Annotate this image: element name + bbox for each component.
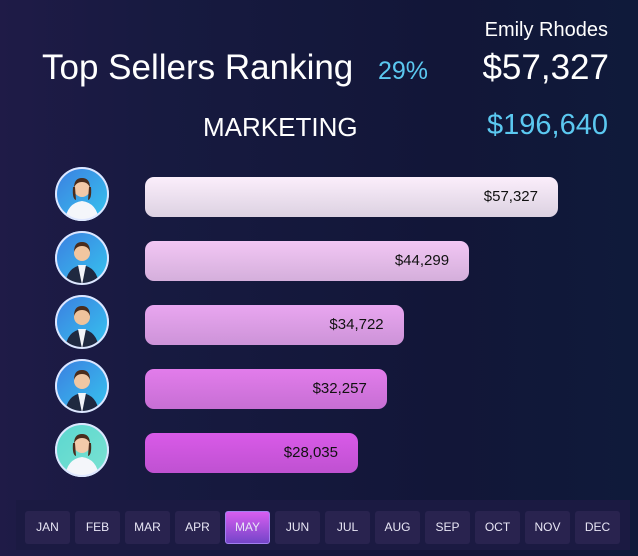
bar: $44,299 (145, 241, 470, 281)
bar: $34,722 (145, 305, 404, 345)
month-selector: JAN FEB MAR APR MAY JUN JUL AUG SEP OCT NOV DEC (16, 500, 630, 550)
month-button-jun[interactable]: JUN (275, 511, 320, 544)
month-button-nov[interactable]: NOV (525, 511, 570, 544)
page-title: Top Sellers Ranking (42, 48, 354, 87)
month-button-apr[interactable]: APR (175, 511, 220, 544)
month-button-oct[interactable]: OCT (475, 511, 520, 544)
month-button-feb[interactable]: FEB (75, 511, 120, 544)
share-percent: 29% (378, 57, 429, 85)
bar: $32,257 (145, 369, 387, 409)
month-button-dec[interactable]: DEC (575, 511, 620, 544)
avatar-woman-hand-on-hip-icon (55, 167, 109, 221)
top-seller-name: Emily Rhodes (484, 19, 608, 41)
bar: $28,035 (145, 433, 358, 473)
bar-value-label: $32,257 (312, 380, 367, 397)
department-label: MARKETING (203, 112, 358, 142)
bar-value-label: $34,722 (329, 316, 384, 333)
bar-value-label: $44,299 (394, 252, 450, 269)
bar-value-label: $57,327 (483, 188, 538, 205)
month-button-jan[interactable]: JAN (25, 511, 70, 544)
avatar-woman-white-shirt-icon (55, 423, 109, 477)
avatar-man-glasses-icon (55, 359, 109, 413)
month-button-jul[interactable]: JUL (325, 511, 370, 544)
month-button-mar[interactable]: MAR (125, 511, 170, 544)
department-total: $196,640 (487, 109, 608, 141)
avatar-man-suit-icon (55, 231, 109, 285)
bar-value-label: $28,035 (283, 444, 338, 461)
bar: $57,327 (145, 177, 558, 217)
avatar-man-arms-crossed-icon (55, 295, 109, 349)
month-button-aug[interactable]: AUG (375, 511, 420, 544)
month-button-sep[interactable]: SEP (425, 511, 470, 544)
month-button-may[interactable]: MAY (225, 511, 270, 544)
top-seller-value: $57,327 (482, 48, 609, 87)
